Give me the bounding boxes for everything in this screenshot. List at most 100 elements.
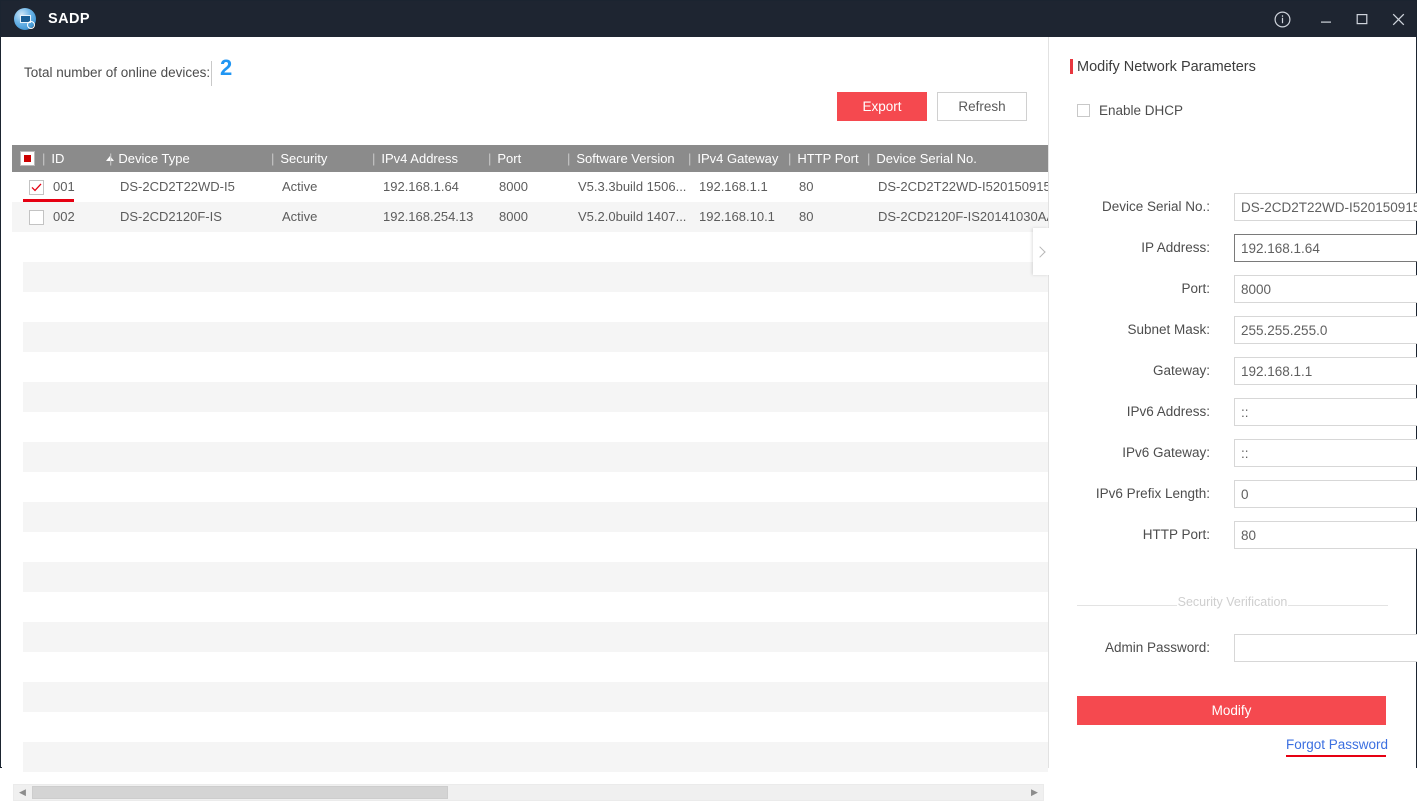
row-checkbox[interactable] xyxy=(29,180,44,195)
close-icon[interactable] xyxy=(1380,1,1416,37)
window-controls xyxy=(1264,1,1416,37)
cell-http-port: 80 xyxy=(799,179,814,194)
forgot-password-underline xyxy=(1286,755,1386,757)
forgot-password-link[interactable]: Forgot Password xyxy=(1286,737,1389,752)
cell-id: 002 xyxy=(53,209,75,224)
device-list-pane: Total number of online devices: 2 Export… xyxy=(2,37,1048,801)
sadp-logo-icon xyxy=(14,8,36,30)
column-header-ipv4-gateway[interactable]: | IPv4 Gateway xyxy=(688,151,779,166)
device-table: | ID | Device Type | Security | IPv4 Address… xyxy=(12,145,1048,775)
table-row-empty xyxy=(12,232,1048,262)
table-row-empty xyxy=(23,622,1048,652)
field-input-gateway[interactable] xyxy=(1234,357,1417,385)
column-header-ipv4-address[interactable]: | IPv4 Address xyxy=(372,151,458,166)
field-input-device-serial-no[interactable] xyxy=(1234,193,1417,221)
cell-port: 8000 xyxy=(499,179,528,194)
field-row: Port: xyxy=(1049,275,1417,303)
field-row: IPv6 Prefix Length: xyxy=(1049,480,1417,508)
cell-ipv4-gateway: 192.168.10.1 xyxy=(699,209,775,224)
table-row-empty xyxy=(12,592,1048,622)
title-bar: SADP xyxy=(1,1,1416,37)
modify-button[interactable]: Modify xyxy=(1077,696,1386,725)
field-input-subnet-mask[interactable] xyxy=(1234,316,1417,344)
column-header-id[interactable]: | ID xyxy=(42,151,65,166)
security-verification-label: Security Verification xyxy=(1177,595,1288,609)
cell-id: 001 xyxy=(53,179,75,194)
scrollbar-thumb[interactable] xyxy=(32,786,448,799)
field-label: IPv6 Address: xyxy=(1126,404,1210,419)
table-row-empty xyxy=(23,682,1048,712)
app-title: SADP xyxy=(48,11,90,27)
total-devices-count: 2 xyxy=(220,55,233,80)
table-row-empty xyxy=(23,442,1048,472)
minimize-icon[interactable] xyxy=(1308,1,1344,37)
field-input-ipv6-prefix-length[interactable] xyxy=(1234,480,1417,508)
horizontal-scrollbar[interactable]: ◀ ▶ xyxy=(13,784,1044,801)
field-label: Port: xyxy=(1181,281,1210,296)
table-row-empty xyxy=(12,292,1048,322)
table-row-empty xyxy=(23,742,1048,772)
table-row[interactable]: 002 DS-2CD2120F-IS Active 192.168.254.13 800… xyxy=(12,202,1048,232)
table-row-empty xyxy=(23,562,1048,592)
enable-dhcp-row[interactable]: Enable DHCP xyxy=(1077,103,1183,118)
table-body: 001 DS-2CD2T22WD-I5 Active 192.168.1.64 8000… xyxy=(12,172,1048,775)
admin-password-input[interactable] xyxy=(1234,634,1417,662)
admin-password-label: Admin Password: xyxy=(1104,640,1210,655)
cell-ipv4-gateway: 192.168.1.1 xyxy=(699,179,768,194)
triangle-right-icon[interactable]: ▶ xyxy=(1031,787,1038,797)
field-label: IPv6 Gateway: xyxy=(1122,445,1210,460)
sort-asc-caret-icon[interactable] xyxy=(106,156,114,161)
cell-security: Active xyxy=(282,179,318,194)
column-header-security[interactable]: | Security xyxy=(271,151,328,166)
column-header-device-serial-no[interactable]: | Device Serial No. xyxy=(867,151,977,166)
column-header-device-type[interactable]: | Device Type xyxy=(109,151,190,166)
table-row-empty xyxy=(12,352,1048,382)
field-label: Subnet Mask: xyxy=(1127,322,1210,337)
field-row: IPv6 Gateway: xyxy=(1049,439,1417,467)
cell-ipv4-address: 192.168.254.13 xyxy=(383,209,474,224)
field-row: IPv6 Address: xyxy=(1049,398,1417,426)
cell-port: 8000 xyxy=(499,209,528,224)
field-row: Subnet Mask: xyxy=(1049,316,1417,344)
cell-software-version: V5.3.3build 1506... xyxy=(578,179,687,194)
field-input-http-port[interactable] xyxy=(1234,521,1417,549)
row-checkbox[interactable] xyxy=(29,210,44,225)
modify-network-panel: Modify Network Parameters Enable DHCP De… xyxy=(1049,37,1417,768)
info-circle-icon[interactable] xyxy=(1264,1,1300,37)
cell-http-port: 80 xyxy=(799,209,814,224)
column-header-http-port[interactable]: | HTTP Port xyxy=(788,151,859,166)
total-devices-label: Total number of online devices: xyxy=(24,65,211,80)
field-label: Device Serial No.: xyxy=(1101,199,1210,214)
cell-ipv4-address: 192.168.1.64 xyxy=(383,179,459,194)
column-header-software-version[interactable]: | Software Version xyxy=(567,151,675,166)
field-input-ip-address[interactable] xyxy=(1234,234,1417,262)
cell-security: Active xyxy=(282,209,318,224)
table-row-empty xyxy=(12,472,1048,502)
cell-serial: DS-2CD2120F-IS20141030AA xyxy=(878,209,1048,224)
table-row-empty xyxy=(12,652,1048,682)
table-row-empty xyxy=(23,262,1048,292)
field-label: IP Address: xyxy=(1141,240,1210,255)
export-button[interactable]: Export xyxy=(837,92,927,121)
enable-dhcp-checkbox[interactable] xyxy=(1077,104,1090,117)
triangle-left-icon[interactable]: ◀ xyxy=(19,787,26,797)
table-row-empty xyxy=(23,502,1048,532)
field-input-port[interactable] xyxy=(1234,275,1417,303)
table-row-empty xyxy=(12,412,1048,442)
refresh-button[interactable]: Refresh xyxy=(937,92,1027,121)
table-row-empty xyxy=(12,532,1048,562)
select-all-checkbox[interactable] xyxy=(20,151,35,166)
field-input-ipv6-address[interactable] xyxy=(1234,398,1417,426)
field-input-ipv6-gateway[interactable] xyxy=(1234,439,1417,467)
pane-divider xyxy=(1048,37,1049,768)
cell-device-type: DS-2CD2T22WD-I5 xyxy=(120,179,235,194)
maximize-icon[interactable] xyxy=(1344,1,1380,37)
table-row-empty xyxy=(12,712,1048,742)
column-header-port[interactable]: | Port xyxy=(488,151,522,166)
field-label: IPv6 Prefix Length: xyxy=(1095,486,1210,501)
table-row[interactable]: 001 DS-2CD2T22WD-I5 Active 192.168.1.64 8000… xyxy=(12,172,1048,202)
chevron-right-icon[interactable] xyxy=(1033,228,1049,275)
table-header-row: | ID | Device Type | Security | IPv4 Address… xyxy=(12,145,1048,172)
cell-serial: DS-2CD2T22WD-I520150915 xyxy=(878,179,1048,194)
